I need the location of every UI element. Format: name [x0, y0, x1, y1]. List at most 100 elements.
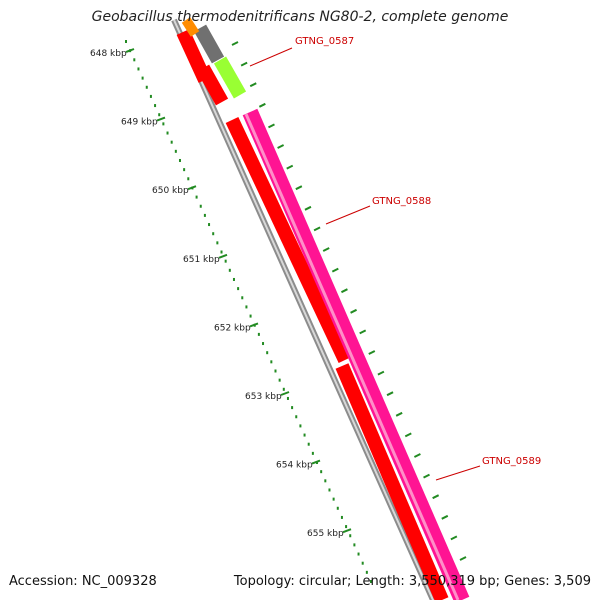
kbp-label: 649 kbp [121, 118, 158, 128]
tick-dot [170, 140, 173, 144]
kbp-label: 651 kbp [183, 255, 220, 265]
tick-dot [365, 570, 368, 574]
tick-dot [237, 287, 240, 291]
tick-right [413, 453, 421, 458]
tick-right [395, 411, 403, 417]
tick-dot [133, 58, 136, 62]
gene-forward-lower [335, 363, 449, 600]
tick-dot [311, 451, 314, 455]
tick-dot [216, 241, 219, 245]
kbp-major-tick [311, 459, 321, 465]
tick-dot [232, 277, 235, 281]
tick-dot [307, 442, 310, 446]
tick-dot [345, 525, 348, 529]
tick-dot [162, 122, 165, 126]
tick-right [268, 123, 275, 129]
tick-dot [141, 76, 144, 80]
tick-dot [286, 396, 289, 400]
tick-dot [295, 415, 298, 419]
kbp-label: 655 kbp [307, 529, 344, 539]
tick-right [459, 556, 467, 561]
tick-dot [245, 305, 248, 309]
tick-dot [158, 113, 161, 117]
gene-orange [181, 17, 200, 37]
tick-right [377, 370, 385, 376]
tick-dot [195, 195, 198, 199]
tick-dot [303, 433, 306, 437]
gene-leader-line [325, 205, 371, 225]
tick-dot [149, 94, 152, 98]
tick-dot [249, 314, 252, 318]
tick-right [277, 144, 285, 149]
kbp-label: 648 kbp [90, 49, 127, 59]
tick-dot [353, 543, 356, 547]
tick-dot [212, 232, 215, 236]
topology-text: Topology: circular; Length: 3,550,319 bp… [233, 574, 591, 589]
gene-leader-line [249, 47, 293, 67]
tick-dot [154, 104, 157, 108]
tick-dot [166, 131, 169, 135]
tick-dot [145, 85, 148, 89]
kbp-label: 654 kbp [276, 461, 313, 471]
tick-dot [257, 332, 260, 336]
accession-text: Accession: NC_009328 [9, 574, 157, 589]
tick-dot [220, 250, 223, 254]
kbp-scale-labels: 648 kbp 649 kbp 650 kbp 651 kbp 652 kbp 653 k… [90, 48, 352, 539]
tick-right [368, 350, 376, 355]
tick-dot [299, 424, 302, 428]
tick-right [313, 226, 321, 232]
tick-right [304, 205, 312, 211]
tick-dot [208, 223, 211, 227]
tick-dot [332, 497, 335, 501]
kbp-major-tick [156, 116, 166, 122]
gene-gtng-0587 [213, 56, 247, 99]
gene-label: GTNG_0587 [295, 36, 354, 47]
kbp-major-tick [187, 185, 197, 191]
gene-label: GTNG_0589 [482, 456, 541, 467]
kbp-label: 652 kbp [214, 323, 251, 333]
tick-right [331, 267, 339, 273]
tick-dot [178, 158, 181, 162]
tick-dot [291, 406, 294, 410]
tick-dot [270, 360, 273, 364]
gene-top-forward-2 [196, 64, 229, 106]
kbp-major-tick [249, 322, 259, 328]
tick-dot [324, 479, 327, 483]
tick-dot [278, 378, 281, 382]
tick-right [295, 185, 303, 191]
backbone-highlight [173, 19, 434, 600]
tick-dot [357, 552, 360, 556]
tick-dot [266, 351, 269, 355]
tick-dot [137, 67, 140, 71]
gene-label: GTNG_0588 [372, 196, 431, 207]
kbp-major-tick [218, 253, 228, 259]
genome-backbone [171, 18, 436, 600]
tick-dot [328, 488, 331, 492]
tick-dot [349, 534, 352, 538]
tick-dot [262, 342, 265, 346]
tick-dot [125, 40, 127, 43]
kbp-major-tick [342, 528, 352, 534]
tick-right [450, 535, 458, 541]
tick-dot [224, 259, 227, 263]
tick-dot [361, 561, 364, 565]
genome-title: Geobacillus thermodenitrificans NG80-2, … [91, 9, 509, 25]
tick-dot [336, 506, 339, 510]
tick-right [441, 514, 449, 520]
tick-dot [282, 387, 285, 391]
gene-grey [193, 24, 225, 64]
gene-gtng-0589-highlight [244, 113, 460, 600]
kbp-tick-marks [125, 40, 467, 583]
tick-dot [199, 204, 202, 208]
tick-dot [183, 168, 186, 172]
tick-right [432, 494, 440, 500]
tick-right [359, 329, 367, 335]
tick-right [340, 288, 348, 294]
gene-labels: GTNG_0587 GTNG_0588 GTNG_0589 [249, 36, 541, 481]
kbp-major-tick [125, 48, 135, 53]
tick-right [286, 164, 294, 170]
tick-dot [370, 580, 372, 583]
tick-dot [228, 268, 231, 272]
tick-dot [274, 369, 277, 373]
